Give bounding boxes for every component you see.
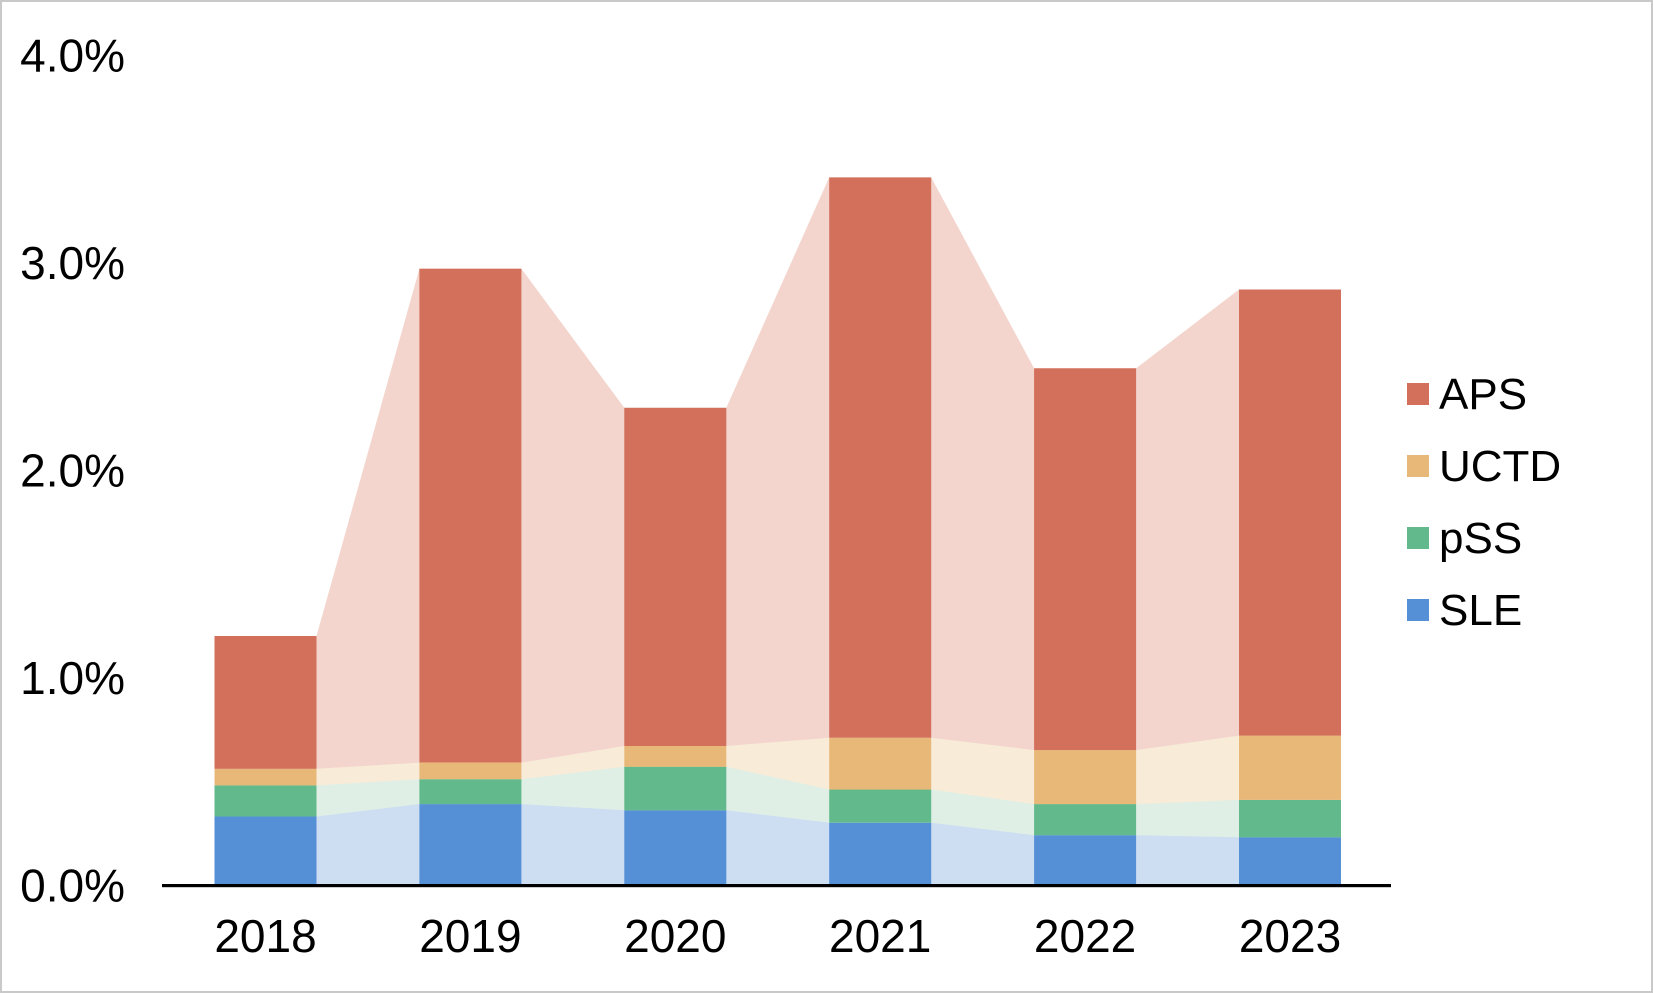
bar-segment-2018-pSS bbox=[214, 785, 317, 817]
x-axis-line bbox=[162, 884, 1391, 888]
bar-segment-2022-pSS bbox=[1034, 804, 1137, 836]
bar-segment-2020-SLE bbox=[624, 810, 727, 885]
bar-segment-2018-APS bbox=[214, 636, 317, 769]
y-tick-label-4.0%: 4.0% bbox=[20, 30, 125, 82]
bar-segment-2023-UCTD bbox=[1239, 735, 1341, 800]
bar-segment-2018-SLE bbox=[214, 816, 317, 885]
bar-segment-2019-pSS bbox=[419, 779, 522, 805]
bar-segment-2020-APS bbox=[624, 407, 727, 746]
bar-segment-2023-APS bbox=[1239, 289, 1341, 736]
bar-segment-2021-SLE bbox=[829, 822, 932, 886]
x-label-2023: 2023 bbox=[1239, 910, 1341, 962]
x-label-2018: 2018 bbox=[214, 910, 316, 962]
x-label-2019: 2019 bbox=[419, 910, 521, 962]
bar-segment-2022-APS bbox=[1034, 368, 1137, 751]
legend-swatch-SLE bbox=[1407, 599, 1429, 621]
bar-segment-2020-UCTD bbox=[624, 746, 727, 767]
x-label-2020: 2020 bbox=[624, 910, 726, 962]
legend-swatch-APS bbox=[1407, 383, 1429, 405]
legend-label-UCTD: UCTD bbox=[1439, 442, 1561, 491]
bar-segment-2022-UCTD bbox=[1034, 750, 1137, 805]
bar-segment-2023-pSS bbox=[1239, 799, 1341, 838]
legend-label-APS: APS bbox=[1439, 370, 1527, 419]
legend-label-SLE: SLE bbox=[1439, 586, 1522, 635]
y-tick-label-3.0%: 3.0% bbox=[20, 237, 125, 289]
legend-swatch-UCTD bbox=[1407, 455, 1429, 477]
bar-segment-2019-APS bbox=[419, 268, 522, 763]
y-tick-label-2.0%: 2.0% bbox=[20, 445, 125, 497]
legend-label-pSS: pSS bbox=[1439, 514, 1522, 563]
bar-segment-2019-SLE bbox=[419, 804, 522, 885]
bar-segment-2022-SLE bbox=[1034, 835, 1137, 885]
bar-segment-2021-APS bbox=[829, 177, 932, 738]
bar-segment-2018-UCTD bbox=[214, 768, 317, 786]
bar-segment-2020-pSS bbox=[624, 766, 727, 811]
y-tick-label-0.0%: 0.0% bbox=[20, 860, 125, 912]
x-label-2022: 2022 bbox=[1034, 910, 1136, 962]
bar-segment-2019-UCTD bbox=[419, 762, 522, 780]
legend-swatch-pSS bbox=[1407, 527, 1429, 549]
bar-segment-2021-UCTD bbox=[829, 737, 932, 790]
x-label-2021: 2021 bbox=[829, 910, 931, 962]
bar-segment-2023-SLE bbox=[1239, 837, 1341, 885]
y-tick-label-1.0%: 1.0% bbox=[20, 652, 125, 704]
bar-segment-2021-pSS bbox=[829, 789, 932, 823]
